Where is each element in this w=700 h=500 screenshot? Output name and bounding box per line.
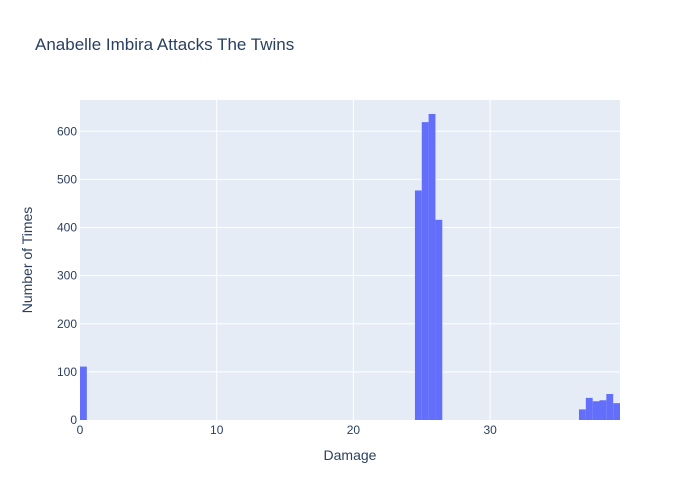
y-tick-label: 0 [70,413,77,427]
histogram-bar [592,401,600,420]
chart-title: Anabelle Imbira Attacks The Twins [35,35,294,54]
x-tick-label: 0 [77,423,84,437]
y-tick-label: 200 [57,317,77,331]
y-tick-label: 400 [57,221,77,235]
x-tick-label: 10 [210,423,224,437]
histogram-bar [80,366,87,420]
histogram-bar [421,122,429,420]
histogram-bar [578,409,586,420]
y-tick-label: 500 [57,172,77,186]
y-tick-labels: 0 100 200 300 400 500 600 [57,124,77,427]
histogram-bar [606,394,614,420]
histogram-bar [428,113,436,420]
histogram-bar [435,219,443,420]
histogram-bar [613,403,620,420]
bars [80,113,620,420]
histogram-bar [599,400,607,420]
histogram-bar [414,190,422,420]
y-tick-label: 300 [57,269,77,283]
y-axis-title: Number of Times [19,207,35,314]
histogram-bar [585,397,593,420]
x-tick-label: 20 [347,423,361,437]
grid-lines [80,100,620,420]
y-tick-label: 600 [57,124,77,138]
y-tick-label: 100 [57,365,77,379]
x-tick-labels: 0 10 20 30 [77,423,497,437]
plot-area [80,100,620,420]
x-tick-label: 30 [483,423,497,437]
x-axis-title: Damage [324,447,377,463]
